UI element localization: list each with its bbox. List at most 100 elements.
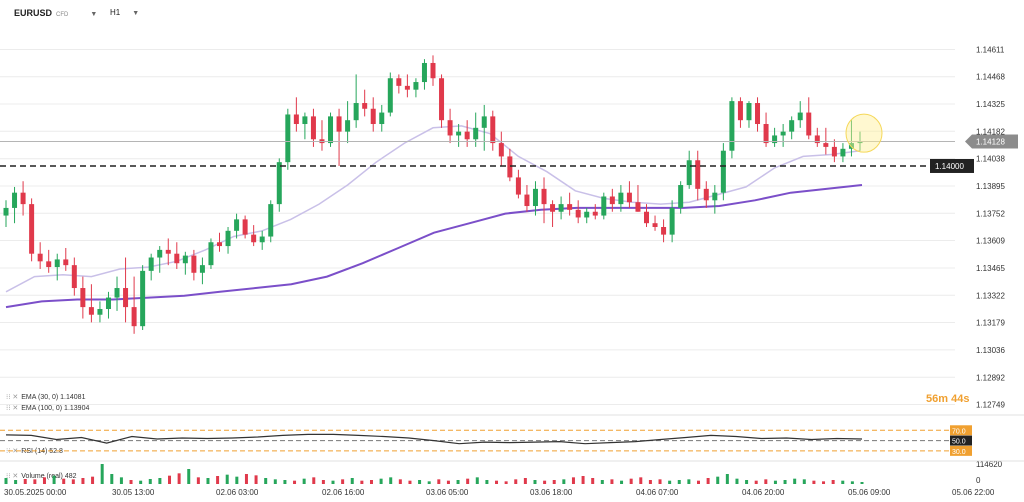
volume-bar bbox=[677, 480, 681, 484]
volume-bar bbox=[100, 464, 104, 484]
candle-body bbox=[720, 150, 726, 193]
volume-bar bbox=[543, 480, 547, 484]
price-axis-tick: 1.13036 bbox=[976, 346, 1005, 355]
volume-bar bbox=[600, 480, 604, 484]
volume-bar bbox=[177, 473, 181, 484]
candle-body bbox=[848, 143, 854, 149]
candle-body bbox=[413, 82, 419, 90]
candle-body bbox=[353, 103, 359, 121]
candle-body bbox=[550, 204, 556, 212]
candle-body bbox=[71, 265, 77, 289]
candle-body bbox=[490, 116, 496, 144]
candle-body bbox=[182, 255, 188, 264]
volume-bar bbox=[273, 479, 277, 484]
volume-bar bbox=[216, 476, 220, 484]
time-axis-label: 02.06 16:00 bbox=[322, 488, 365, 497]
candle-body bbox=[609, 196, 615, 205]
legend-ema30[interactable]: ⁝⁝ ✕ EMA (30, 0) 1.14081 bbox=[6, 393, 85, 401]
volume-bar bbox=[485, 480, 489, 484]
volume-bar bbox=[321, 480, 325, 484]
price-axis-tick: 1.13465 bbox=[976, 264, 1005, 273]
volume-bar bbox=[62, 478, 66, 484]
volume-bar bbox=[427, 481, 431, 484]
time-axis-label: 02.06 03:00 bbox=[216, 488, 259, 497]
volume-bar bbox=[341, 479, 345, 484]
volume-bar bbox=[639, 477, 643, 484]
symbol-label[interactable]: EURUSD CFD ▼ bbox=[14, 8, 97, 18]
candle-body bbox=[140, 270, 146, 327]
volume-bar bbox=[302, 478, 306, 484]
volume-bar bbox=[398, 479, 402, 484]
legend-rsi[interactable]: ⁝⁝ ✕ RSI (14) 52.8 bbox=[6, 447, 63, 455]
volume-bar bbox=[571, 477, 575, 484]
candle-body bbox=[362, 103, 368, 109]
price-axis-tick: 1.13179 bbox=[976, 319, 1005, 328]
symbol-chevron-down-icon[interactable]: ▼ bbox=[90, 11, 98, 18]
volume-bar bbox=[264, 478, 268, 484]
candle-body bbox=[80, 288, 86, 308]
volume-bar bbox=[52, 475, 56, 484]
volume-bar bbox=[437, 479, 441, 484]
volume-bar bbox=[658, 479, 662, 484]
candle-body bbox=[439, 78, 445, 121]
rsi-level-label: 30.0 bbox=[952, 449, 966, 456]
volume-bar bbox=[235, 476, 239, 484]
candle-body bbox=[46, 261, 52, 268]
symbol-tag: CFD bbox=[56, 12, 69, 18]
indicator-settings-icon[interactable]: ⁝⁝ ✕ bbox=[6, 405, 19, 412]
candle-body bbox=[63, 259, 69, 266]
candle-body bbox=[370, 108, 376, 125]
candle-body bbox=[558, 204, 564, 212]
timeframe-selector[interactable]: H1 ▼ bbox=[110, 8, 139, 17]
volume-bar bbox=[745, 480, 749, 484]
candle-body bbox=[114, 288, 120, 298]
candle-body bbox=[3, 207, 9, 216]
volume-bar bbox=[91, 476, 95, 484]
volume-bar bbox=[418, 480, 422, 484]
candle-body bbox=[669, 207, 675, 235]
candle-body bbox=[421, 62, 427, 83]
candle-body bbox=[857, 141, 863, 144]
candle-body bbox=[712, 192, 718, 201]
price-axis-tick: 1.13895 bbox=[976, 182, 1005, 191]
rsi-level-badge bbox=[950, 435, 972, 446]
price-axis-tick: 1.12892 bbox=[976, 373, 1005, 382]
candle-body bbox=[54, 259, 60, 268]
candle-body bbox=[217, 242, 222, 247]
legend-volume[interactable]: ⁝⁝ ✕ Volume (real) 482 bbox=[6, 472, 77, 480]
rsi-line bbox=[5, 433, 863, 445]
time-axis-label: 30.05 13:00 bbox=[112, 488, 155, 497]
volume-bar bbox=[668, 480, 672, 484]
rsi-level-badge bbox=[950, 445, 972, 456]
candle-body bbox=[686, 160, 692, 186]
candle-body bbox=[652, 223, 658, 227]
time-axis-label: 05.06 09:00 bbox=[848, 488, 891, 497]
legend-ema30-label: EMA (30, 0) 1.14081 bbox=[21, 394, 86, 401]
volume-bar bbox=[389, 477, 393, 484]
candle-body bbox=[515, 177, 521, 195]
candle-body bbox=[772, 135, 778, 144]
candle-body bbox=[234, 219, 240, 231]
candle-body bbox=[345, 120, 351, 132]
current-price-badge bbox=[965, 134, 1018, 149]
rsi-level-label: 50.0 bbox=[952, 439, 966, 446]
indicator-settings-icon[interactable]: ⁝⁝ ✕ bbox=[6, 448, 19, 455]
indicator-settings-icon[interactable]: ⁝⁝ ✕ bbox=[6, 473, 19, 480]
candle-body bbox=[379, 112, 385, 125]
legend-ema100[interactable]: ⁝⁝ ✕ EMA (100, 0) 1.13904 bbox=[6, 404, 89, 412]
candle-body bbox=[498, 143, 504, 157]
current-price-label: 1.14128 bbox=[976, 138, 1005, 147]
candle-body bbox=[541, 188, 547, 205]
candle-body bbox=[37, 253, 43, 262]
candle-body bbox=[404, 85, 410, 90]
candle-body bbox=[729, 101, 735, 151]
volume-bar bbox=[514, 479, 518, 484]
volume-bar bbox=[754, 480, 758, 484]
timeframe-chevron-down-icon[interactable]: ▼ bbox=[132, 10, 140, 17]
candle-body bbox=[823, 143, 829, 147]
volume-bar bbox=[456, 480, 460, 484]
volume-bar bbox=[735, 478, 739, 484]
volume-bar bbox=[196, 477, 200, 484]
indicator-settings-icon[interactable]: ⁝⁝ ✕ bbox=[6, 394, 19, 401]
